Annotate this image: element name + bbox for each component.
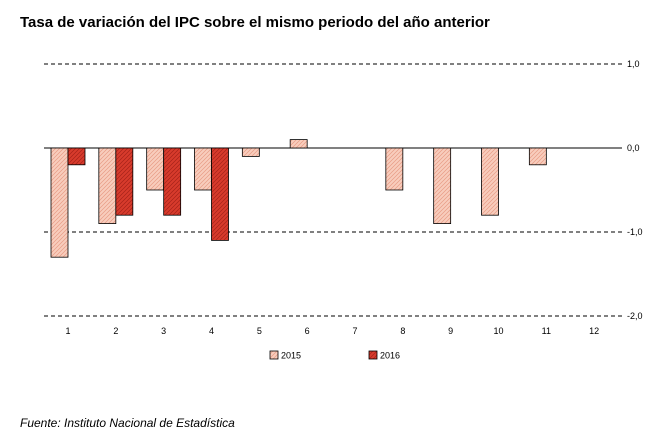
- bar-2015-1: [50, 147, 69, 258]
- x-tick-label: 9: [448, 326, 453, 336]
- chart-title: Tasa de variación del IPC sobre el mismo…: [20, 14, 490, 31]
- x-tick-label: 11: [542, 326, 551, 336]
- x-tick-label: 4: [209, 326, 214, 336]
- bar-2015-4: [194, 147, 212, 191]
- bar-2015-6: [289, 139, 308, 149]
- x-tick-label: 6: [305, 326, 310, 336]
- x-tick-label: 12: [589, 326, 599, 336]
- y-tick-label: -2,0: [627, 311, 643, 321]
- y-tick-label: 1,0: [627, 59, 640, 69]
- x-tick-label: 8: [400, 326, 405, 336]
- bar-2015-2: [98, 147, 117, 224]
- bars: [50, 139, 547, 258]
- x-tick-label: 10: [493, 326, 503, 336]
- legend-swatch-2016: [368, 350, 378, 360]
- bar-2016-3: [163, 147, 182, 216]
- y-tick-label: 0,0: [627, 143, 640, 153]
- bar-2015-8: [385, 147, 404, 191]
- legend-label-2015: 2015: [281, 351, 301, 361]
- x-tick-label: 7: [352, 326, 357, 336]
- bar-2015-5: [241, 147, 260, 157]
- bar-2015-11: [528, 147, 547, 166]
- grid-lines: [44, 63, 618, 317]
- bar-2015-10: [481, 147, 499, 216]
- axes: 1,00,0-1,0-2,01 2 3 4 5 6 7 8 9 10 11 12: [65, 59, 642, 336]
- bar-2015-9: [433, 147, 452, 224]
- bar-2015-3: [146, 147, 165, 191]
- bar-2016-4: [211, 147, 229, 241]
- x-tick-label: 1: [65, 326, 70, 336]
- source-note: Fuente: Instituto Nacional de Estadístic…: [20, 416, 235, 430]
- bar-2016-1: [67, 147, 86, 166]
- x-tick-label: 2: [113, 326, 118, 336]
- y-tick-label: -1,0: [627, 227, 643, 237]
- legend-swatch-2015: [269, 350, 279, 360]
- bar-2016-2: [115, 147, 134, 216]
- x-tick-label: 3: [161, 326, 166, 336]
- legend-label-2016: 2016: [380, 351, 400, 361]
- x-tick-label: 5: [257, 326, 262, 336]
- legend: 2015 2016: [269, 350, 400, 361]
